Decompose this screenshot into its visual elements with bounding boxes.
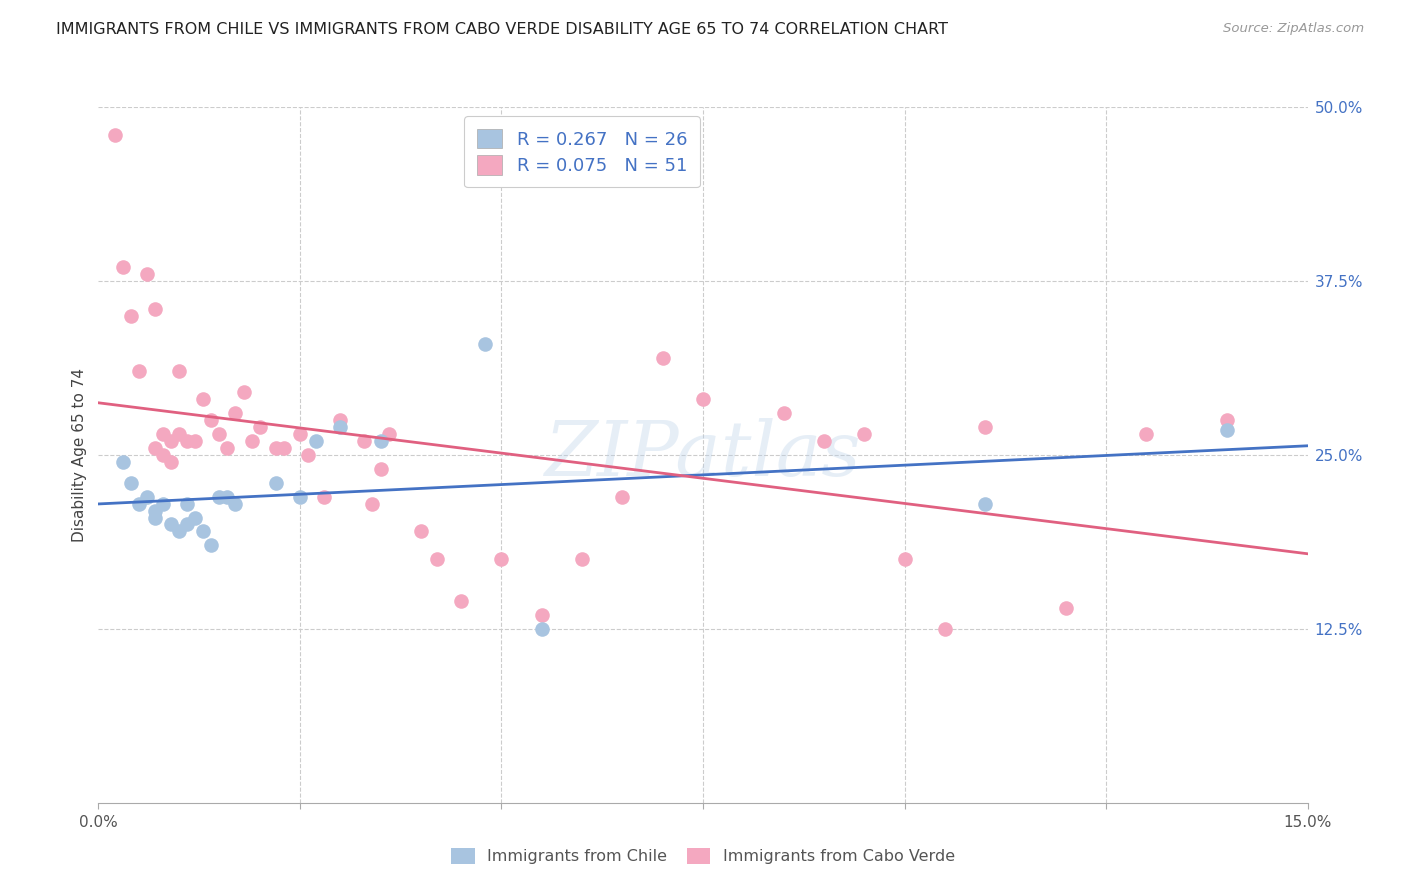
Legend: Immigrants from Chile, Immigrants from Cabo Verde: Immigrants from Chile, Immigrants from C… bbox=[444, 841, 962, 871]
Point bbox=[772, 406, 794, 420]
Point bbox=[329, 413, 352, 427]
Point bbox=[120, 475, 142, 490]
Point bbox=[193, 392, 215, 407]
Point bbox=[135, 490, 157, 504]
Point bbox=[111, 260, 134, 274]
Point bbox=[353, 434, 375, 448]
Point bbox=[329, 420, 352, 434]
Point bbox=[974, 497, 997, 511]
Point bbox=[273, 441, 295, 455]
Point bbox=[167, 524, 190, 539]
Point bbox=[305, 434, 328, 448]
Point bbox=[224, 497, 246, 511]
Point bbox=[176, 517, 198, 532]
Point bbox=[193, 524, 215, 539]
Point bbox=[651, 351, 673, 365]
Point bbox=[143, 441, 166, 455]
Y-axis label: Disability Age 65 to 74: Disability Age 65 to 74 bbox=[72, 368, 87, 542]
Point bbox=[160, 434, 183, 448]
Point bbox=[200, 413, 222, 427]
Point bbox=[224, 406, 246, 420]
Point bbox=[612, 490, 634, 504]
Point bbox=[135, 267, 157, 281]
Point bbox=[288, 490, 311, 504]
Point bbox=[208, 490, 231, 504]
Point bbox=[409, 524, 432, 539]
Point bbox=[450, 594, 472, 608]
Point bbox=[1135, 427, 1157, 442]
Point bbox=[184, 434, 207, 448]
Point bbox=[128, 497, 150, 511]
Point bbox=[692, 392, 714, 407]
Point bbox=[288, 427, 311, 442]
Text: ZIPatlas: ZIPatlas bbox=[544, 418, 862, 491]
Point bbox=[1054, 601, 1077, 615]
Point bbox=[813, 434, 835, 448]
Point bbox=[160, 517, 183, 532]
Point bbox=[893, 552, 915, 566]
Point bbox=[152, 497, 174, 511]
Point bbox=[370, 462, 392, 476]
Legend: R = 0.267   N = 26, R = 0.075   N = 51: R = 0.267 N = 26, R = 0.075 N = 51 bbox=[464, 116, 700, 187]
Point bbox=[152, 448, 174, 462]
Point bbox=[1216, 423, 1239, 437]
Point bbox=[361, 497, 384, 511]
Point bbox=[176, 434, 198, 448]
Point bbox=[152, 427, 174, 442]
Point bbox=[167, 427, 190, 442]
Point bbox=[1216, 413, 1239, 427]
Point bbox=[377, 427, 399, 442]
Point bbox=[128, 364, 150, 378]
Point bbox=[217, 490, 239, 504]
Point bbox=[120, 309, 142, 323]
Point bbox=[143, 301, 166, 316]
Point bbox=[167, 364, 190, 378]
Point bbox=[103, 128, 125, 142]
Point bbox=[314, 490, 336, 504]
Point bbox=[530, 607, 553, 622]
Point bbox=[426, 552, 449, 566]
Text: IMMIGRANTS FROM CHILE VS IMMIGRANTS FROM CABO VERDE DISABILITY AGE 65 TO 74 CORR: IMMIGRANTS FROM CHILE VS IMMIGRANTS FROM… bbox=[56, 22, 948, 37]
Point bbox=[240, 434, 263, 448]
Point bbox=[530, 622, 553, 636]
Point bbox=[160, 455, 183, 469]
Point bbox=[232, 385, 254, 400]
Text: Source: ZipAtlas.com: Source: ZipAtlas.com bbox=[1223, 22, 1364, 36]
Point bbox=[264, 475, 287, 490]
Point bbox=[184, 510, 207, 524]
Point bbox=[264, 441, 287, 455]
Point bbox=[200, 538, 222, 552]
Point bbox=[208, 427, 231, 442]
Point bbox=[474, 336, 496, 351]
Point bbox=[974, 420, 997, 434]
Point bbox=[249, 420, 271, 434]
Point bbox=[143, 503, 166, 517]
Point bbox=[853, 427, 876, 442]
Point bbox=[934, 622, 956, 636]
Point bbox=[571, 552, 593, 566]
Point bbox=[370, 434, 392, 448]
Point bbox=[111, 455, 134, 469]
Point bbox=[176, 497, 198, 511]
Point bbox=[143, 510, 166, 524]
Point bbox=[217, 441, 239, 455]
Point bbox=[491, 552, 513, 566]
Point bbox=[297, 448, 319, 462]
